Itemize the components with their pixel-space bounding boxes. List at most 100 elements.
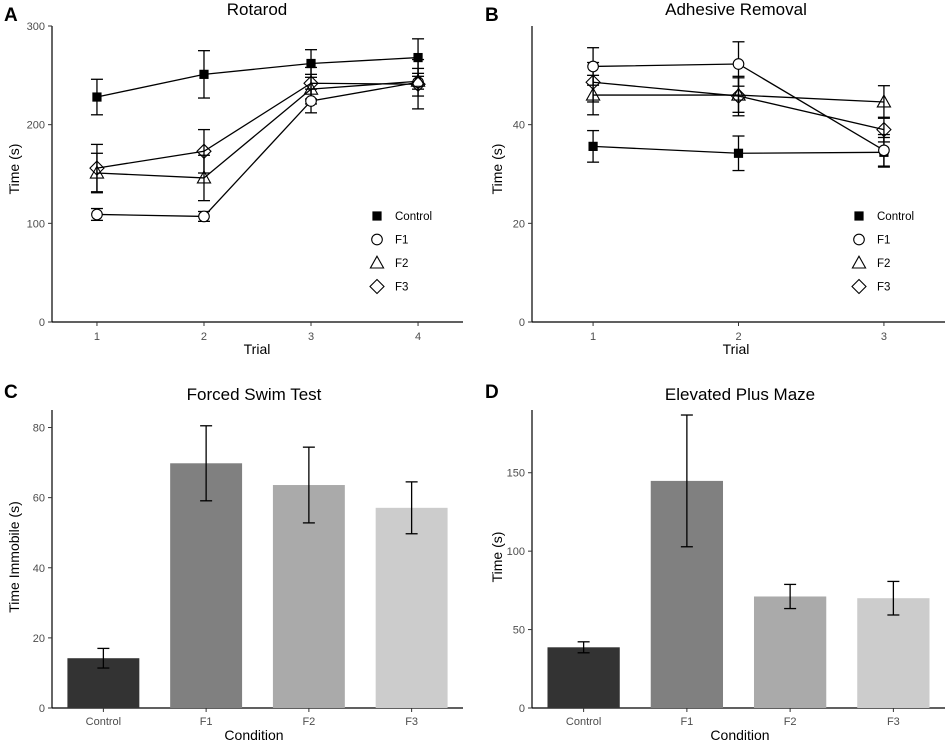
panel-a-line-control <box>96 56 419 98</box>
panel-c-bar-f3 <box>375 507 448 708</box>
panel-c-xtick-label: F2 <box>302 716 315 728</box>
panel-b-point-f3 <box>730 88 747 104</box>
panel-a-point-f1 <box>91 208 103 221</box>
panel-b-xtick-label: 2 <box>735 331 741 343</box>
panel-a-legend-key-f2 <box>369 255 385 269</box>
panel-a-ylabel: Time (s) <box>6 144 22 195</box>
panel-a-point-f3 <box>410 76 426 92</box>
panel-a-ytick-label: 100 <box>27 218 45 230</box>
panel-a-point-control <box>413 52 423 63</box>
panel-a-letter: A <box>4 5 18 26</box>
panel-a-point-f3 <box>196 143 212 160</box>
panel-b-legend-label-f1: F1 <box>877 235 890 247</box>
panel-b-errorbar-f3 <box>877 116 890 143</box>
panel-b-ytick-label: 20 <box>513 218 525 230</box>
panel-d-ytick-label: 50 <box>513 625 525 637</box>
panel-d-xtick-label: F3 <box>887 716 900 728</box>
panel-b-ytick-label: 40 <box>513 120 525 132</box>
panel-b-legend-key-f2 <box>851 255 867 269</box>
panel-b-ytick-label: 0 <box>519 317 525 329</box>
panel-a-legend-key-control <box>372 211 382 221</box>
panel-b-legend-key-f1 <box>853 233 865 246</box>
panel-b-legend-label-f3: F3 <box>877 282 890 294</box>
panel-c-errorbar-f1 <box>200 425 213 502</box>
panel-d-ytick-label: 150 <box>507 468 525 480</box>
panel-a-xtick-label: 1 <box>94 331 100 343</box>
panel-d-errorbar-f2 <box>784 583 797 610</box>
panel-d-bar-control <box>547 647 620 708</box>
panel-b-point-f2 <box>585 87 601 101</box>
panel-a-xtick-label: 2 <box>201 331 207 343</box>
panel-c-letter: C <box>4 382 18 403</box>
panel-a-point-f3 <box>303 75 319 92</box>
panel-d-xtick-label: F2 <box>784 716 797 728</box>
panel-b-legend-label-control: Control <box>877 211 914 223</box>
panel-c-bar-f1 <box>170 463 243 708</box>
panel-d-xtick-label: F1 <box>680 716 693 728</box>
panel-d-ylabel: Time (s) <box>489 532 505 583</box>
panel-d-errorbar-f3 <box>887 580 900 616</box>
panel-a-legend-label-f2: F2 <box>395 258 408 270</box>
panel-a-legend-label-f1: F1 <box>395 235 408 247</box>
panel-a-point-control <box>199 69 209 79</box>
panel-b-xlabel: Trial <box>723 341 750 357</box>
panel-b-letter: B <box>485 5 499 26</box>
panel-a-point-f1 <box>198 210 210 223</box>
panel-b-point-f2 <box>730 87 747 101</box>
panel-c-xlabel: Condition <box>224 727 283 742</box>
panel-c-xtick-label: Control <box>86 716 121 728</box>
panel-a-legend-key-f3 <box>369 278 385 295</box>
panel-b-xtick-label: 1 <box>590 331 596 343</box>
panel-b-point-f2 <box>876 94 892 108</box>
panel-d-xtick-label: Control <box>566 716 601 728</box>
panel-c-xtick-label: F3 <box>405 716 418 728</box>
panel-b-point-f1 <box>878 144 890 157</box>
panel-a-errorbar-f3 <box>197 128 210 174</box>
panel-b-legend-key-control <box>854 211 864 221</box>
panel-b-point-control <box>733 148 744 158</box>
panel-b-point-control <box>588 141 598 151</box>
panel-d-errorbar-f1 <box>680 414 693 548</box>
panel-b-adhesive-removal: B Adhesive Removal Trial Time (s) 0 20 40 1… <box>485 0 945 357</box>
panel-a-legend-label-control: Control <box>395 211 432 223</box>
panel-c-errorbar-control <box>97 647 110 669</box>
panel-c-errorbar-f2 <box>302 446 315 524</box>
panel-b-title: Adhesive Removal <box>665 0 807 19</box>
panel-a-line-f3 <box>96 82 419 169</box>
panel-c-xtick-label: F1 <box>200 716 213 728</box>
panel-a-errorbar-f3 <box>90 143 103 193</box>
panel-a-point-f2 <box>303 81 319 95</box>
panel-c-ytick-label: 0 <box>39 703 45 715</box>
panel-a-point-control <box>92 92 102 102</box>
panel-c-ytick-label: 20 <box>33 633 45 645</box>
panel-c-forced-swim-test: C Forced Swim Test Condition Time Immobi… <box>4 382 463 742</box>
panel-c-errorbar-f3 <box>405 481 418 535</box>
panel-a-ytick-label: 300 <box>27 21 45 33</box>
panel-c-ylabel: Time Immobile (s) <box>6 501 22 613</box>
panel-a-xlabel: Trial <box>244 341 271 357</box>
panel-c-ytick-label: 40 <box>33 563 45 575</box>
panel-d-ytick-label: 100 <box>507 546 525 558</box>
panel-d-elevated-plus-maze: D Elevated Plus Maze Condition Time (s) … <box>485 382 945 742</box>
panel-a-point-f1 <box>305 95 317 107</box>
panel-b-ylabel: Time (s) <box>489 144 505 195</box>
panel-d-errorbar-control <box>577 641 590 654</box>
panel-a-xtick-label: 4 <box>415 331 421 343</box>
panel-c-ytick-label: 80 <box>33 423 45 435</box>
panel-d-bar-f2 <box>753 596 827 708</box>
panel-d-title: Elevated Plus Maze <box>665 385 815 404</box>
panel-d-xlabel: Condition <box>710 727 769 742</box>
panel-b-errorbar-f3 <box>732 75 745 117</box>
panel-d-bar-f3 <box>857 598 930 708</box>
panel-a-xtick-label: 3 <box>308 331 314 343</box>
panel-d-ytick-label: 0 <box>519 703 525 715</box>
panel-a-line-f1 <box>96 81 419 218</box>
panel-c-ytick-label: 60 <box>33 493 45 505</box>
panel-a-legend-key-f1 <box>371 233 383 246</box>
panel-b-point-f3 <box>585 74 601 91</box>
panel-a-line-f2 <box>96 80 419 179</box>
panel-a-ytick-label: 200 <box>27 120 45 132</box>
panel-a-legend-label-f3: F3 <box>395 282 408 294</box>
panel-a-title: Rotarod <box>227 0 287 19</box>
